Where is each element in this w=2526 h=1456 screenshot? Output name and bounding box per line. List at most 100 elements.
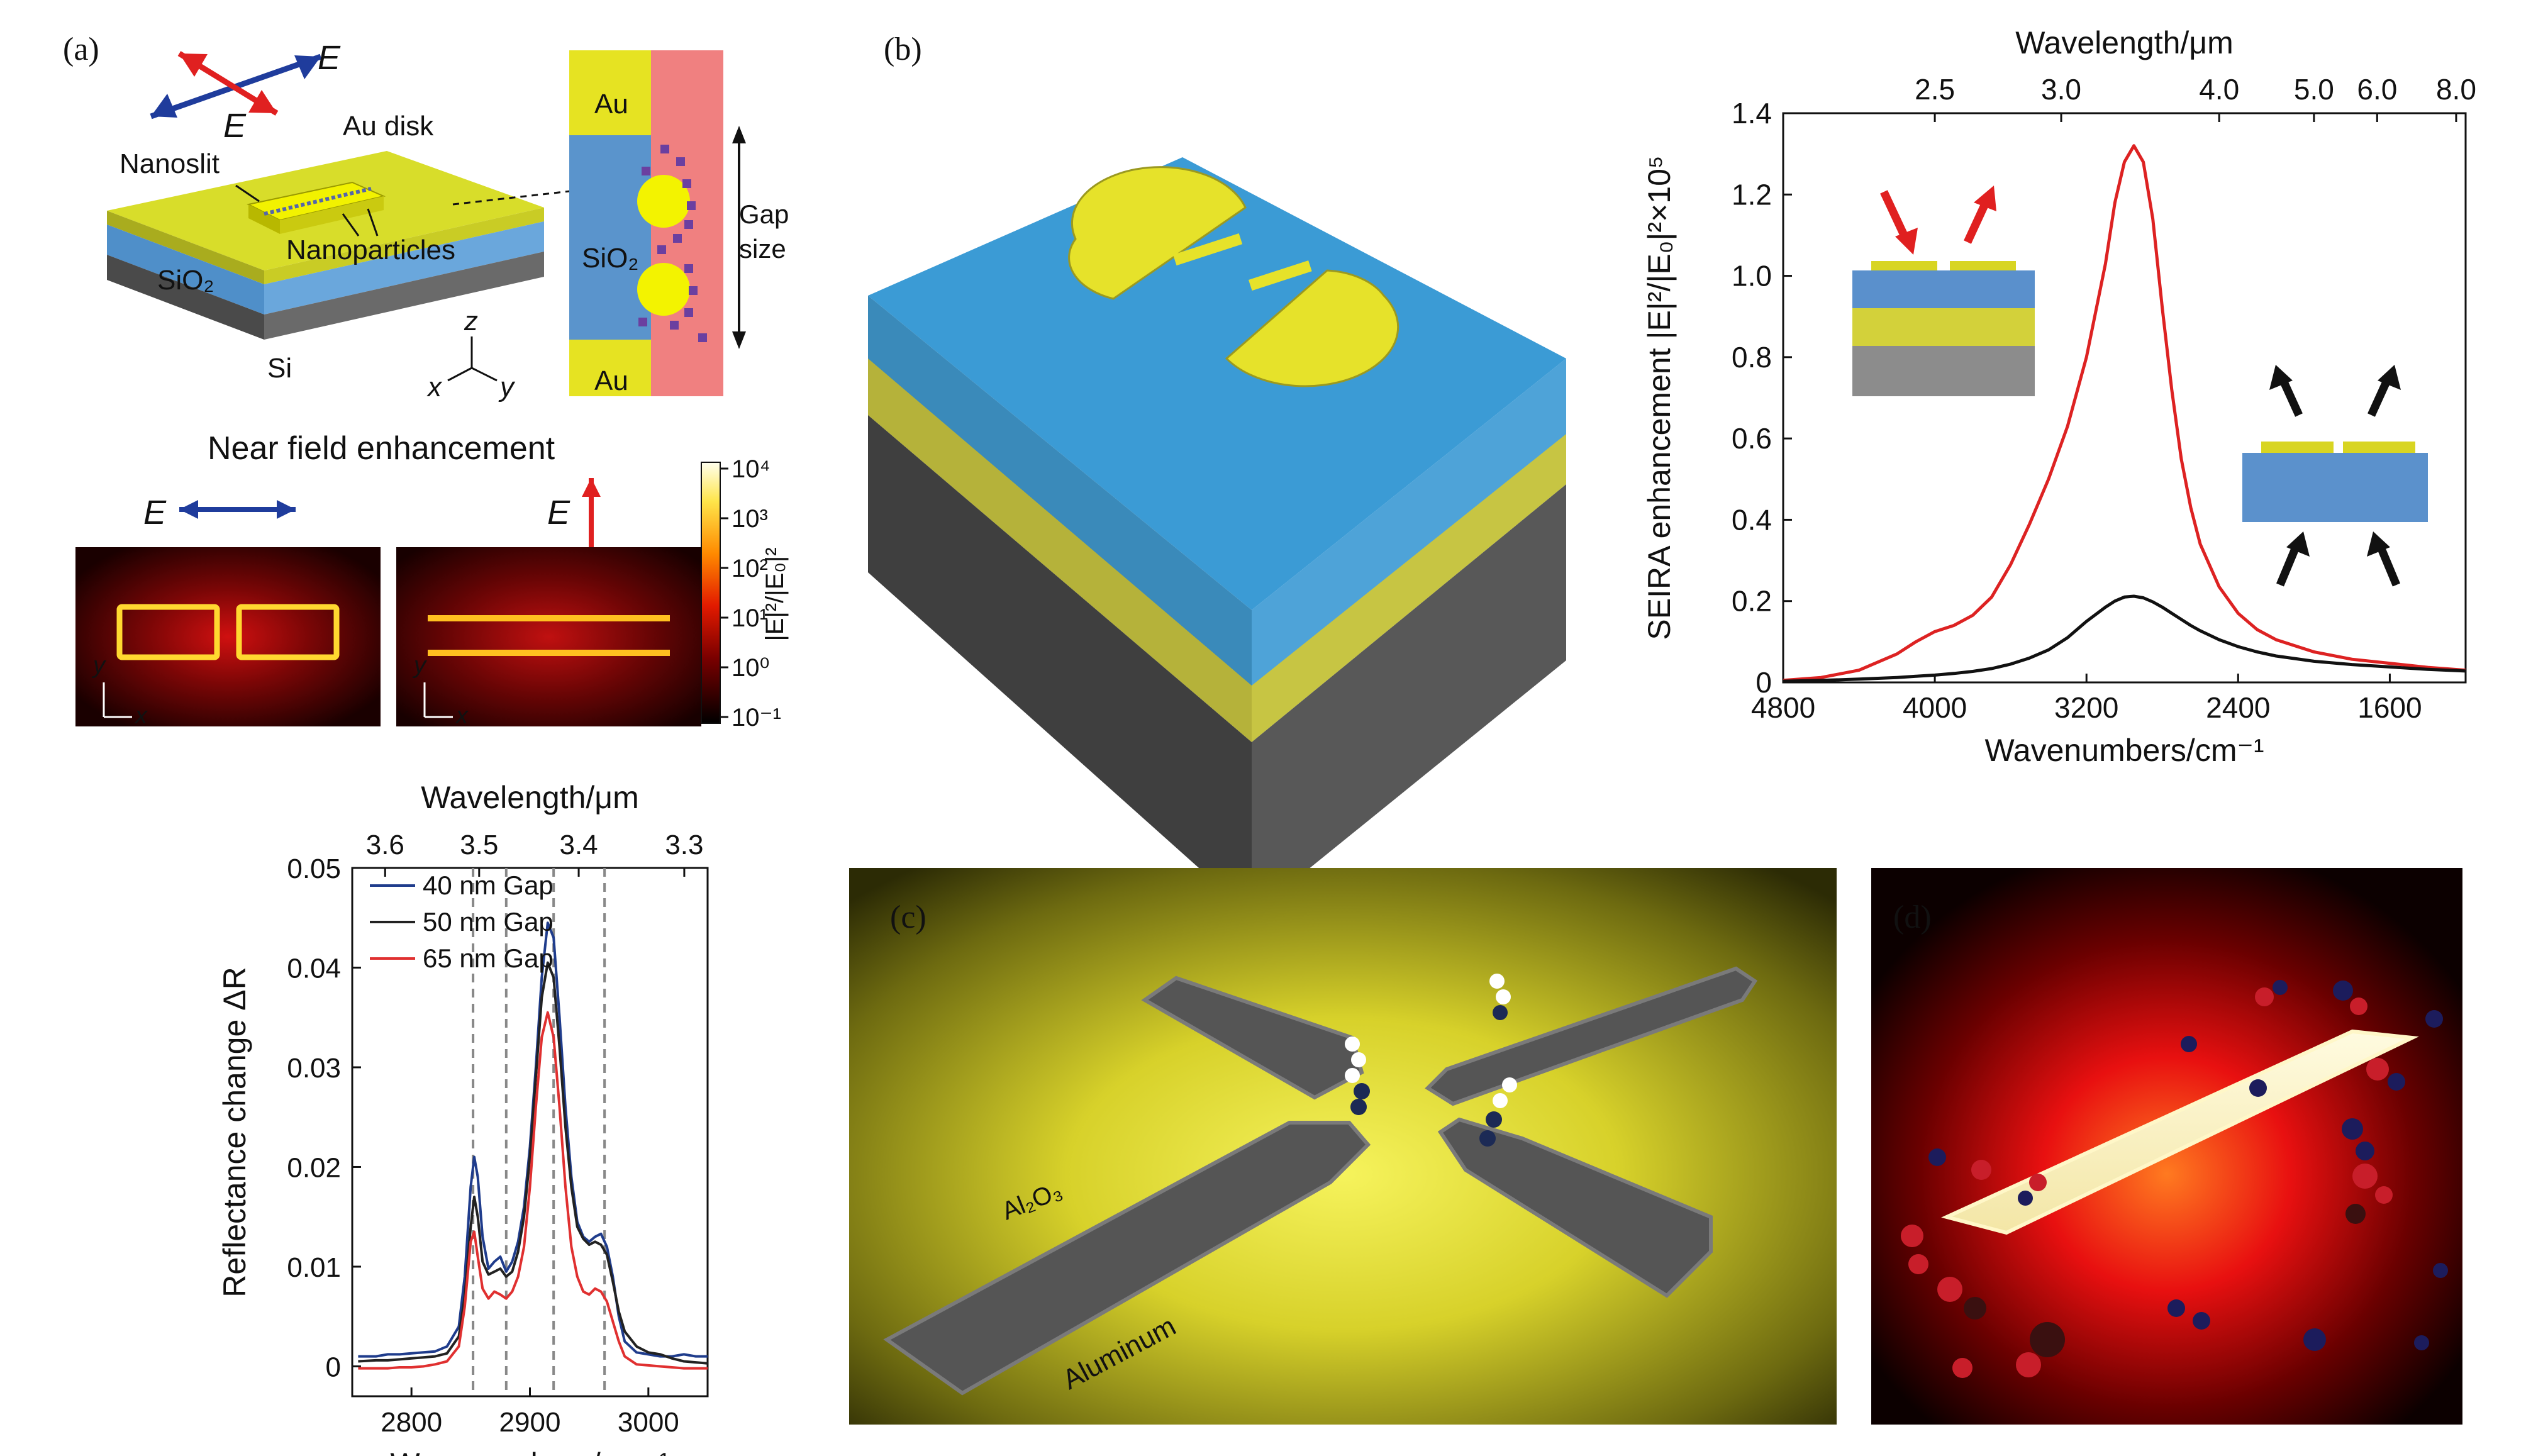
si-label: Si [267,353,292,384]
y-tick-label: 0.01 [287,1252,341,1283]
colorbar-label: |E|²/|E₀|² [761,547,789,641]
x-axis-label: Wavenumbers/cm⁻¹ [390,1447,669,1456]
near-field-e-left: E [143,494,167,531]
field-label-blue: E [318,39,341,77]
legend-entry: 40 nm Gap [423,870,554,900]
x-tick-label: 3200 [2054,691,2118,724]
x-tick-label: 4000 [1903,691,1967,724]
nanoparticle-line [264,187,372,216]
axis-x: x [426,372,443,403]
half-disk-right [1225,269,1399,387]
panel-d: (d) [1871,868,2462,1425]
legend-entry: 50 nm Gap [423,907,554,936]
y-tick-label: 0.8 [1732,341,1772,374]
coordinate-axes: z x y [426,306,516,403]
panel-c: (c) Al₂O₃ Aluminum [849,868,1837,1425]
y-axis-label: SEIRA enhancement |E|²/|E₀|²×10⁵ [1642,155,1677,640]
near-field-e-right: E [547,494,570,531]
y-tick-label: 0 [326,1352,341,1382]
panel-a-schematic: (a) E E Au disk Nanoslit Nanoparticles S… [63,31,789,403]
x-tick-label: 2800 [381,1407,442,1438]
top-tick-label: 2.5 [1915,73,1955,106]
top-tick-label: 3.3 [665,830,703,860]
electrode-top-right [1425,966,1758,1106]
panel-c-label: (c) [890,899,926,935]
x-axis-label: Wavenumbers/cm⁻¹ [1984,733,2264,768]
y-tick-label: 1.2 [1732,178,1772,211]
colorbar-tick-label: 10¹ [732,604,768,632]
axis-y: y [498,372,516,403]
y-tick-label: 1.4 [1732,97,1772,130]
top-axis-label: Wavelength/μm [421,780,639,815]
colorbar-tick-label: 10⁴ [732,455,771,483]
inset-sio2: SiO₂ [582,243,638,274]
y-tick-label: 0 [1755,666,1772,699]
y-tick-label: 0.2 [1732,585,1772,618]
chart-b-insets [1852,186,2428,587]
y-tick-label: 0.02 [287,1152,341,1183]
panel-b-label: (b) [884,31,922,67]
molecules-c [1345,974,1517,1147]
sio2-label: SiO₂ [157,265,214,296]
colorbar-tick-label: 10⁻¹ [732,704,781,731]
x-tick-label: 1600 [2357,691,2422,724]
y-tick-label: 0.4 [1732,503,1772,536]
molecules-d [1901,980,2448,1378]
panel-d-label: (d) [1893,899,1932,935]
panel-b-schematic: (b) [868,31,1566,915]
top-tick-label: 3.0 [2041,73,2081,106]
map-y-axis-x: x [455,703,469,729]
chart-a-reflectance: 2800 2900 3000 0 0.01 0.02 0.03 0.04 0.05 3.6 3.5 3… [217,780,709,1456]
near-field-map-y [396,547,701,726]
top-tick-label: 6.0 [2357,73,2397,106]
panel-a-near-field: Near field enhancement E E y x y x 10⁴ 10… [75,430,789,731]
axis-z: z [464,306,478,336]
x-tick-label: 2900 [499,1407,561,1438]
y-axis-label: Reflectance change ΔR [217,967,252,1297]
y-tick-label: 0.04 [287,953,341,984]
plot-frame [1782,112,2467,684]
colorbar-tick-label: 10⁰ [732,654,770,682]
map-x-axis-x: x [134,703,148,729]
nanoparticles-label: Nanoparticles [286,235,455,265]
half-disk-left [1068,166,1247,300]
gap-inset: Au SiO₂ Au Gap size [569,50,789,396]
near-field-map-x [75,547,381,726]
substrate-top [868,157,1566,610]
panel-a-label: (a) [63,31,99,67]
series-line [358,1011,708,1370]
series-line [1783,144,2466,682]
near-field-title: Near field enhancement [208,430,555,467]
top-tick-label: 3.5 [460,830,498,860]
map-x-axis-y: y [91,652,106,679]
chart-b-seira: 4800 4000 3200 2400 1600 0 0.2 0.4 0.6 0.8 1.0 1.2 1… [1642,25,2476,768]
si-layer [107,255,264,340]
series-line [358,961,708,1365]
y-tick-label: 0.05 [287,853,341,884]
size-label: size [739,234,786,264]
top-tick-label: 8.0 [2436,73,2476,106]
top-axis-label: Wavelength/μm [2015,25,2234,60]
field-label-red: E [223,107,247,145]
top-tick-label: 4.0 [2199,73,2239,106]
substrate-base [868,415,1252,915]
map-y-axis-y: y [412,652,427,679]
y-tick-label: 1.0 [1732,260,1772,292]
y-tick-label: 0.6 [1732,422,1772,455]
inset-au-bottom: Au [594,365,628,396]
nanorod [1941,1029,2419,1235]
colorbar [701,462,721,724]
electrode-bottom-left [883,1121,1371,1396]
gap-label: Gap [739,199,789,229]
x-tick-label: 4800 [1751,691,1815,724]
x-tick-label: 2400 [2206,691,2270,724]
top-tick-label: 3.6 [366,830,404,860]
top-tick-label: 5.0 [2294,73,2334,106]
colorbar-tick-label: 10³ [732,505,768,533]
y-tick-label: 0.03 [287,1053,341,1084]
series-line [1783,594,2466,683]
colorbar-tick-label: 10² [732,555,768,582]
nanoslit-label: Nanoslit [120,148,220,179]
legend-entry: 65 nm Gap [423,943,554,973]
